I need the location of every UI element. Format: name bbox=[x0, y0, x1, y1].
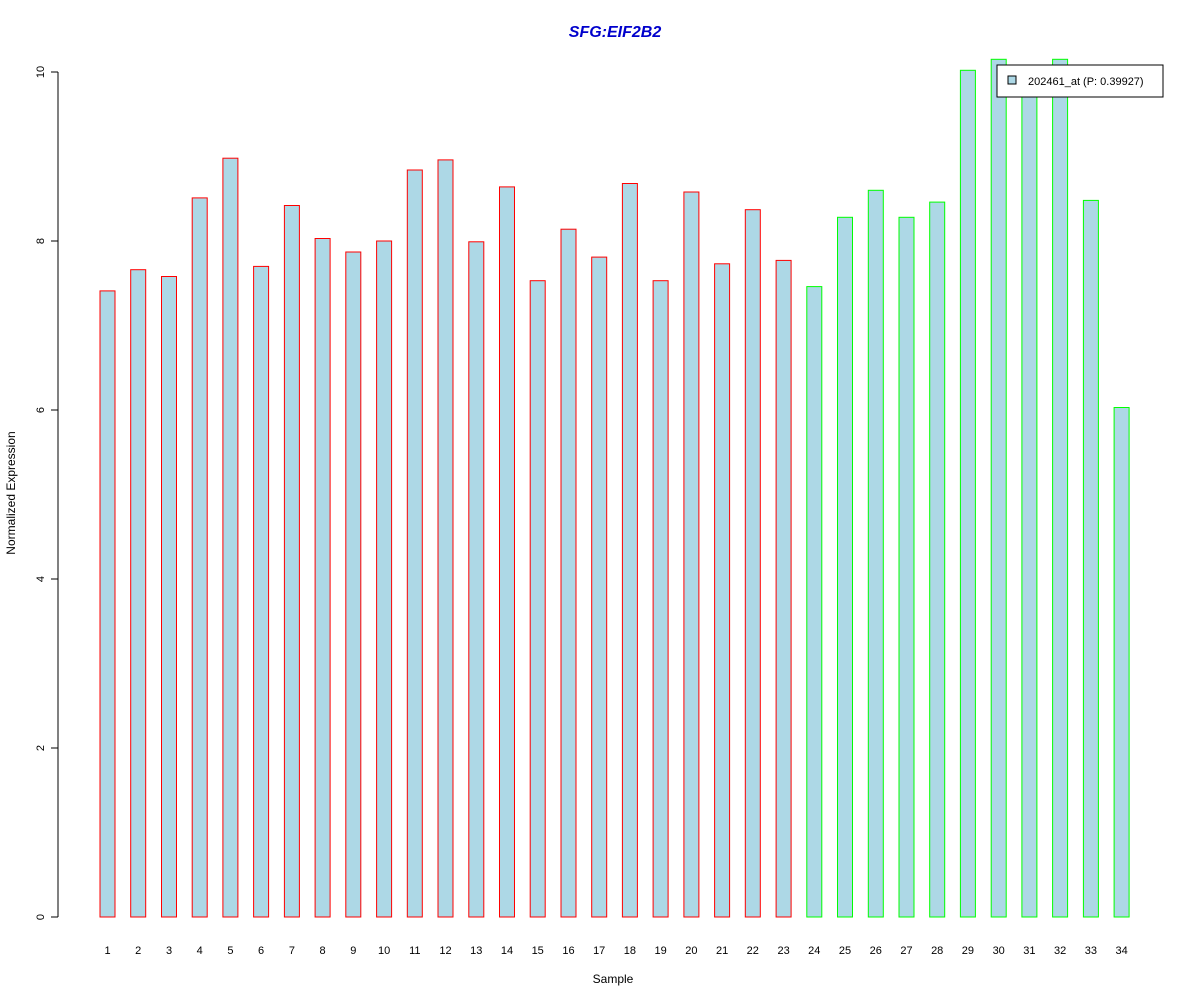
x-tick-label: 3 bbox=[166, 945, 172, 957]
y-tick-label: 6 bbox=[35, 407, 47, 413]
bar-sample-15 bbox=[529, 280, 546, 918]
x-tick-label: 5 bbox=[227, 945, 233, 957]
bar-sample-8 bbox=[314, 238, 331, 918]
y-tick-label: 10 bbox=[35, 66, 47, 78]
x-tick-label: 31 bbox=[1023, 945, 1035, 957]
x-tick-label: 28 bbox=[931, 945, 943, 957]
bar-sample-5 bbox=[222, 157, 239, 918]
x-tick-label: 2 bbox=[135, 945, 141, 957]
x-tick-label: 11 bbox=[409, 945, 420, 957]
x-tick-label: 32 bbox=[1054, 945, 1066, 957]
x-tick-label: 17 bbox=[593, 945, 605, 957]
bar-sample-31 bbox=[1021, 67, 1038, 918]
bar-sample-26 bbox=[867, 189, 884, 918]
bar-sample-27 bbox=[898, 216, 915, 918]
bar-sample-14 bbox=[499, 186, 515, 918]
x-tick-label: 4 bbox=[197, 945, 203, 957]
x-tick-label: 21 bbox=[716, 945, 728, 957]
x-tick-label: 15 bbox=[532, 945, 544, 957]
legend: 202461_at (P: 0.39927) bbox=[996, 64, 1164, 98]
bar-sample-23 bbox=[775, 259, 792, 918]
x-tick-label: 18 bbox=[624, 945, 636, 957]
bar-sample-21 bbox=[714, 263, 731, 918]
bar-sample-20 bbox=[683, 191, 700, 918]
y-tick-label: 8 bbox=[35, 238, 47, 244]
x-tick-label: 1 bbox=[104, 945, 110, 957]
y-tick-label: 0 bbox=[35, 914, 47, 920]
x-tick-label: 23 bbox=[777, 945, 789, 957]
x-tick-label: 33 bbox=[1085, 945, 1097, 957]
x-tick-label: 22 bbox=[747, 945, 759, 957]
x-tick-label: 6 bbox=[258, 945, 264, 957]
y-axis: 0 2 4 6 8 10 bbox=[35, 66, 59, 920]
bar-sample-24 bbox=[806, 286, 823, 918]
bar-sample-9 bbox=[345, 251, 362, 918]
x-tick-label: 10 bbox=[378, 945, 390, 957]
bar-sample-2 bbox=[130, 269, 147, 918]
bar-sample-12 bbox=[437, 159, 454, 918]
x-tick-label: 20 bbox=[685, 945, 697, 957]
x-tick-label: 7 bbox=[289, 945, 295, 957]
bar-sample-6 bbox=[253, 265, 270, 918]
x-tick-label: 25 bbox=[839, 945, 851, 957]
y-tick-label: 4 bbox=[35, 576, 47, 582]
bar-sample-34 bbox=[1113, 407, 1130, 918]
bar-sample-33 bbox=[1082, 199, 1099, 918]
bar-sample-25 bbox=[837, 216, 853, 918]
legend-label: 202461_at (P: 0.39927) bbox=[1028, 76, 1144, 88]
x-tick-label: 29 bbox=[962, 945, 974, 957]
bar-sample-13 bbox=[468, 241, 485, 918]
bar-sample-10 bbox=[376, 240, 393, 918]
x-tick-label: 27 bbox=[900, 945, 912, 957]
x-tick-label: 16 bbox=[562, 945, 574, 957]
y-axis-label: Normalized Expression bbox=[4, 431, 18, 554]
x-tick-label: 12 bbox=[439, 945, 451, 957]
legend-box bbox=[996, 64, 1164, 98]
bar-sample-16 bbox=[560, 228, 577, 918]
chart-title: SFG:EIF2B2 bbox=[569, 24, 662, 41]
x-tick-label: 9 bbox=[350, 945, 356, 957]
y-tick-label: 2 bbox=[35, 745, 47, 751]
x-tick-label: 19 bbox=[654, 945, 666, 957]
bar-sample-11 bbox=[406, 169, 423, 918]
bar-sample-30 bbox=[990, 58, 1007, 918]
bar-sample-19 bbox=[652, 280, 669, 918]
x-axis-tick-labels: 1 2 3 4 5 6 7 8 9 10 11 12 13 14 15 16 17 18 19 20 21 22 23 24 2… bbox=[104, 945, 1127, 957]
bar-sample-18 bbox=[621, 183, 638, 918]
bar-sample-29 bbox=[959, 69, 976, 918]
bar-sample-4 bbox=[191, 197, 208, 918]
x-tick-label: 24 bbox=[808, 945, 820, 957]
x-tick-label: 30 bbox=[993, 945, 1005, 957]
legend-swatch bbox=[1007, 75, 1017, 85]
x-tick-label: 26 bbox=[870, 945, 882, 957]
x-tick-label: 13 bbox=[470, 945, 482, 957]
bar-sample-17 bbox=[591, 256, 608, 918]
bar-sample-28 bbox=[929, 201, 946, 918]
bar-sample-7 bbox=[283, 205, 300, 918]
bar-sample-22 bbox=[744, 209, 761, 918]
bar-sample-1 bbox=[99, 290, 116, 918]
bar-sample-32 bbox=[1052, 58, 1069, 918]
x-tick-label: 8 bbox=[320, 945, 326, 957]
x-axis-label: Sample bbox=[593, 972, 634, 986]
x-tick-label: 34 bbox=[1115, 945, 1127, 957]
bar-sample-3 bbox=[161, 276, 177, 918]
bars bbox=[99, 58, 1130, 918]
x-tick-label: 14 bbox=[501, 945, 513, 957]
